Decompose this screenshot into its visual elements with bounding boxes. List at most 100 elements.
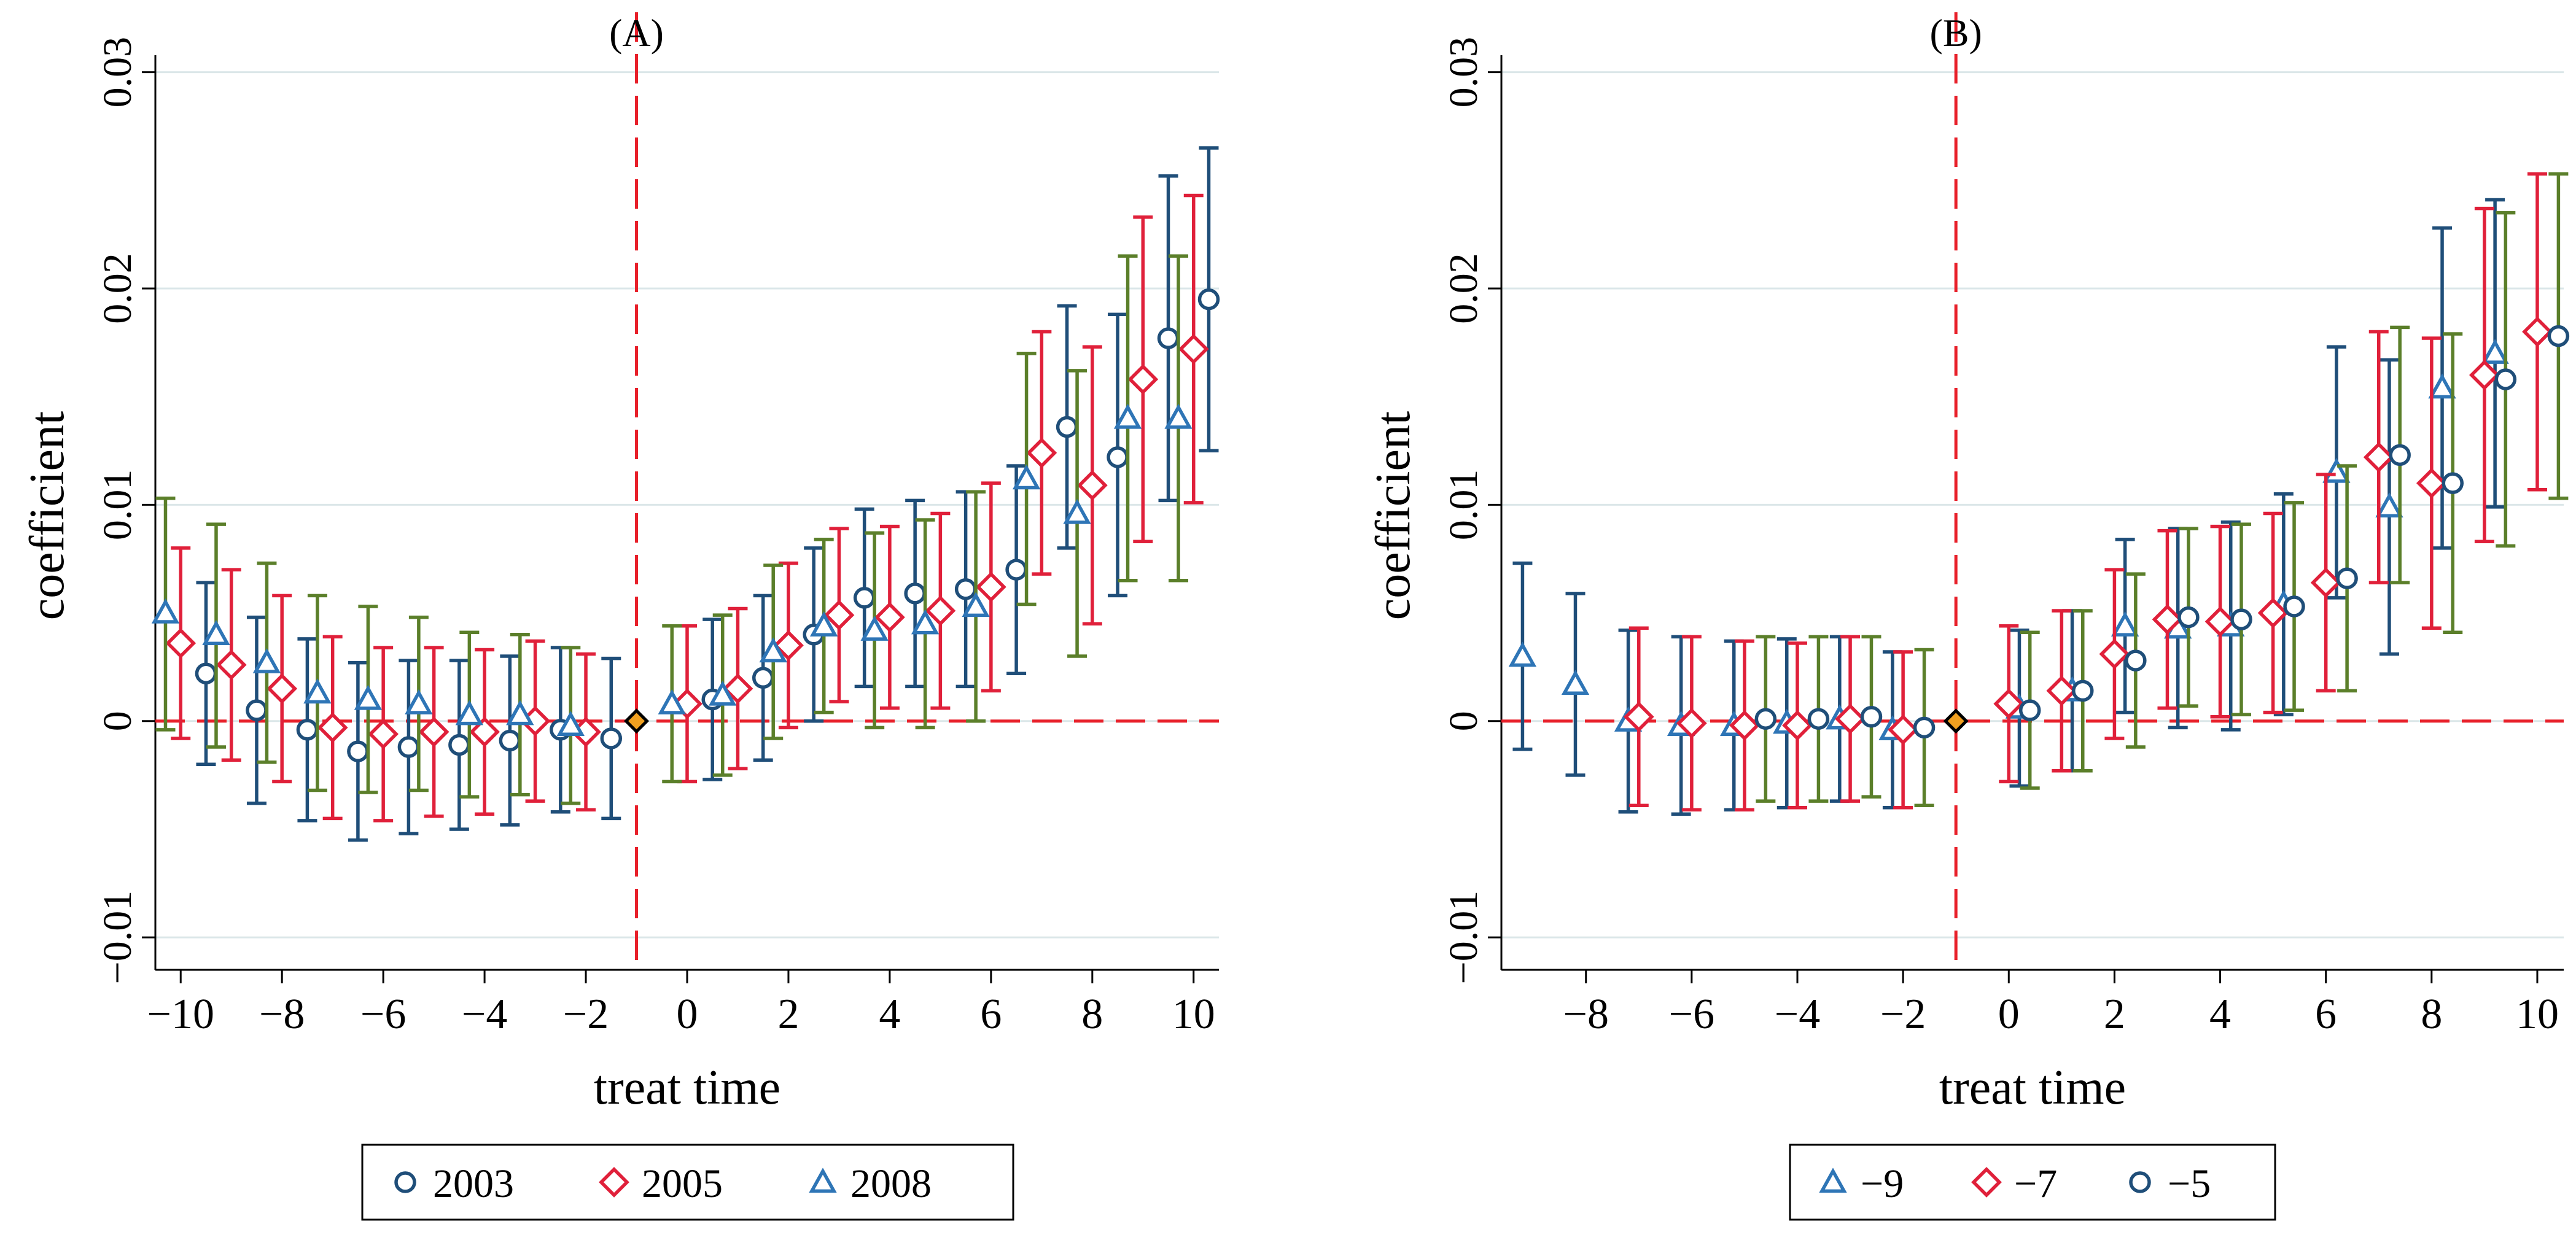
panel-b-marker-triangle (1508, 641, 1537, 667)
panel-b-point-diamond (2416, 336, 2447, 630)
panel-b-point-diamond (1993, 624, 2025, 784)
panel-a-point-circle (246, 615, 268, 805)
panel-a-point-circle (1157, 174, 1180, 503)
panel-b-legend: −9 −7 −5 (1789, 1144, 2276, 1221)
panel-b-x-tick-label: 4 (2209, 991, 2231, 1038)
panel-b-point-circle (1860, 635, 1883, 799)
panel-b-point-diamond (1888, 650, 1919, 810)
panel-a-point-diamond (1076, 345, 1108, 625)
panel-a-y-tick-label: 0 (95, 711, 140, 731)
panel-b-legend-label: −9 (1861, 1161, 1904, 1206)
panel-a-marker-circle (752, 667, 774, 689)
panel-b-marker-diamond (1993, 688, 2025, 719)
panel-a-point-triangle (506, 633, 534, 797)
panel-a-point-triangle (252, 561, 281, 764)
panel-a-point-diamond (1026, 330, 1057, 576)
panel-a-marker-triangle (1012, 464, 1041, 490)
panel-b-y-tick-label: 0.03 (1441, 37, 1486, 108)
panel-a-point-circle (1005, 464, 1027, 675)
panel-b-marker-circle (1913, 716, 1936, 739)
panel-b-marker-diamond (2257, 597, 2289, 629)
panel-a-marker-circle (600, 727, 623, 749)
panel-b-marker-diamond (1888, 714, 1919, 745)
panel-b-marker-diamond (1782, 710, 1813, 741)
panel-a-point-diamond (1178, 193, 1209, 505)
panel-b-legend-marker-triangle (1819, 1167, 1847, 1193)
panel-b-legend-entry-minus-5: −5 (2129, 1161, 2211, 1206)
panel-b-point-circle (2230, 522, 2252, 716)
panel-a-legend-entry-2005: 2005 (599, 1161, 723, 1206)
panel-b-marker-circle (1807, 708, 1830, 730)
panel-a-point-diamond (874, 524, 905, 710)
panel-a-marker-circle (1107, 446, 1129, 468)
panel-a-marker-circle (296, 719, 319, 741)
panel-b-point-circle (2018, 630, 2041, 790)
panel-a-point-diamond (722, 606, 753, 771)
panel-a-marker-diamond (874, 602, 905, 633)
panel-a-marker-diamond (216, 649, 247, 681)
panel-a-x-tick-label: −2 (563, 991, 609, 1038)
panel-b-marker-diamond (1835, 703, 1866, 735)
panel-a-point-diamond (975, 481, 1006, 693)
panel-b-point-diamond (2204, 524, 2236, 719)
panel-b-marker-diamond (2099, 638, 2130, 670)
panel-b-point-diamond (1729, 639, 1760, 811)
panel-a-marker-diamond (267, 673, 298, 704)
panel-b-x-tick-label: 8 (2421, 991, 2442, 1038)
panel-b-marker-triangle (2481, 339, 2509, 364)
panel-a-point-circle (499, 654, 521, 827)
panel-a-marker-diamond (1076, 470, 1108, 501)
panel-b-marker-circle (2336, 567, 2358, 589)
panel-b-legend-entry-minus-9: −9 (1819, 1161, 1904, 1206)
panel-b-marker-diamond (2152, 604, 2183, 635)
panel-a-reference-point (623, 708, 650, 734)
panel-a-x-tick-label: 6 (980, 991, 1002, 1038)
panel-b-marker-circle (1754, 708, 1777, 730)
panel-a-legend-marker-circle (394, 1171, 416, 1193)
panel-a-marker-circle (1197, 288, 1220, 311)
panel-a-point-circle (195, 581, 217, 766)
panel-a-marker-diamond (1127, 364, 1159, 395)
panel-a-x-tick-label: 4 (879, 991, 900, 1038)
panel-b-marker-circle (2442, 472, 2464, 494)
panel-b-point-circle (2494, 211, 2517, 548)
panel-b-marker-diamond (1623, 701, 1654, 732)
panel-b-legend-label: −7 (2014, 1161, 2057, 1206)
panel-b-y-tick-label: 0.01 (1441, 470, 1486, 541)
panel-a-point-triangle (1063, 369, 1091, 658)
panel-b-point-diamond (2522, 172, 2553, 492)
panel-b-x-tick-label: 6 (2315, 991, 2337, 1038)
panel-a-point-triangle (962, 490, 990, 723)
panel-b-marker-circle (2547, 325, 2570, 347)
panel-b-marks (1508, 172, 2570, 816)
panel-b-marker-diamond (1676, 708, 1707, 739)
panel-b-y-tick-label: 0 (1441, 711, 1486, 731)
panel-a-point-triangle (1012, 351, 1041, 606)
panel-b-x-tick-label: 2 (2104, 991, 2125, 1038)
panel-b-x-tick-label: −4 (1775, 991, 1820, 1038)
panel-a-marker-triangle (506, 700, 534, 726)
panel-a-x-tick-label: −8 (259, 991, 305, 1038)
panel-b: −0.01 0 0.01 0.02 0.03 −8 −6 −4 −2 0 2 4 6 8 10 (B) c… (1366, 11, 2570, 1221)
panel-a-marker-triangle (1164, 403, 1193, 429)
panel-b-y-tick-label: 0.02 (1441, 253, 1486, 324)
panel-b-point-triangle (1561, 592, 1590, 777)
panel-b-marker-circle (2230, 608, 2252, 630)
panel-b-marker-diamond (2363, 441, 2394, 473)
panel-b-point-diamond (1835, 635, 1866, 803)
panel-b-point-circle (1913, 648, 1936, 807)
panel-a-point-triangle (1164, 254, 1193, 583)
panel-a-point-circle (1197, 146, 1220, 453)
panel-b-point-circle (1807, 635, 1830, 803)
panel-a-marker-diamond (1026, 437, 1057, 468)
panel-a-point-diamond (165, 546, 197, 740)
panel-b-title: (B) (1930, 11, 1982, 55)
panel-a-marker-triangle (911, 609, 940, 635)
panel-b-marker-circle (2125, 649, 2147, 672)
panel-a-marker-triangle (202, 620, 230, 645)
panel-b-x-tick-label: −8 (1563, 991, 1608, 1038)
panel-a-x-tick-label: 8 (1081, 991, 1103, 1038)
panel-b-point-diamond (2310, 473, 2341, 693)
panel-a-marker-diamond (773, 630, 804, 661)
